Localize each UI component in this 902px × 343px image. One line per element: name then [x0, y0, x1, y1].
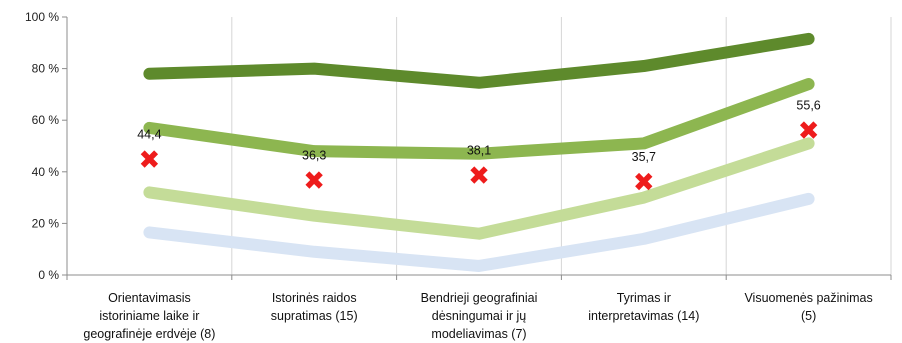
y-tick-label: 80 %: [32, 62, 60, 76]
data-label: 44,4: [137, 127, 161, 141]
data-label: 38,1: [467, 144, 491, 158]
x-tick-label-line: dėsningumai ir jų: [432, 309, 527, 323]
y-tick-label: 0 %: [38, 268, 59, 282]
series-line-2: [143, 78, 815, 160]
x-tick-label-line: (5): [801, 309, 816, 323]
x-marker: ✖: [798, 117, 820, 147]
data-label: 36,3: [302, 148, 326, 162]
x-tick-label-line: geografinėje erdvėje (8): [83, 327, 215, 341]
x-tick-label-line: interpretavimas (14): [588, 309, 699, 323]
x-tick-label: Orientavimasis istoriniame laike ir geogra…: [83, 291, 215, 341]
series-line-3: [143, 137, 815, 240]
x-tick-label-line: modeliavimas (7): [431, 327, 526, 341]
x-marker: ✖: [303, 166, 325, 196]
x-tick-label-line: Istorinės raidos: [272, 291, 357, 305]
series-line-1: [143, 32, 815, 89]
x-tick-label-line: Orientavimasis: [108, 291, 191, 305]
x-marker: ✖: [468, 162, 490, 192]
x-marker: ✖: [633, 168, 655, 198]
labels: 44,4 36,3 38,1 35,7 55,6: [137, 99, 821, 164]
data-label: 35,7: [632, 150, 656, 164]
series-line-4: [143, 192, 815, 272]
y-tick-label: 60 %: [32, 113, 60, 127]
x-tick-label: Istorinės raidos supratimas (15): [271, 291, 358, 323]
series-lines: [143, 32, 815, 272]
x-tick-label-line: Bendrieji geografiniai: [421, 291, 538, 305]
x-tick-label: Visuomenės pažinimas (5): [744, 291, 872, 323]
data-label: 55,6: [796, 99, 820, 113]
markers: ✖ ✖ ✖ ✖ ✖: [139, 117, 820, 198]
x-tick-label-line: Visuomenės pažinimas: [744, 291, 872, 305]
x-tick-label-line: supratimas (15): [271, 309, 358, 323]
axes: 0 % 20 % 40 % 60 % 80 % 100 % Orientavimasis is…: [25, 10, 892, 341]
x-tick-label-line: istoriniame laike ir: [99, 309, 199, 323]
y-tick-label: 100 %: [25, 10, 59, 24]
x-marker: ✖: [139, 145, 161, 175]
x-tick-label-line: Tyrimas ir: [617, 291, 671, 305]
x-tick-label: Tyrimas ir interpretavimas (14): [588, 291, 699, 323]
x-tick-label: Bendrieji geografiniai dėsningumai ir jų m…: [421, 291, 538, 341]
y-tick-label: 40 %: [32, 165, 60, 179]
y-tick-label: 20 %: [32, 216, 60, 230]
